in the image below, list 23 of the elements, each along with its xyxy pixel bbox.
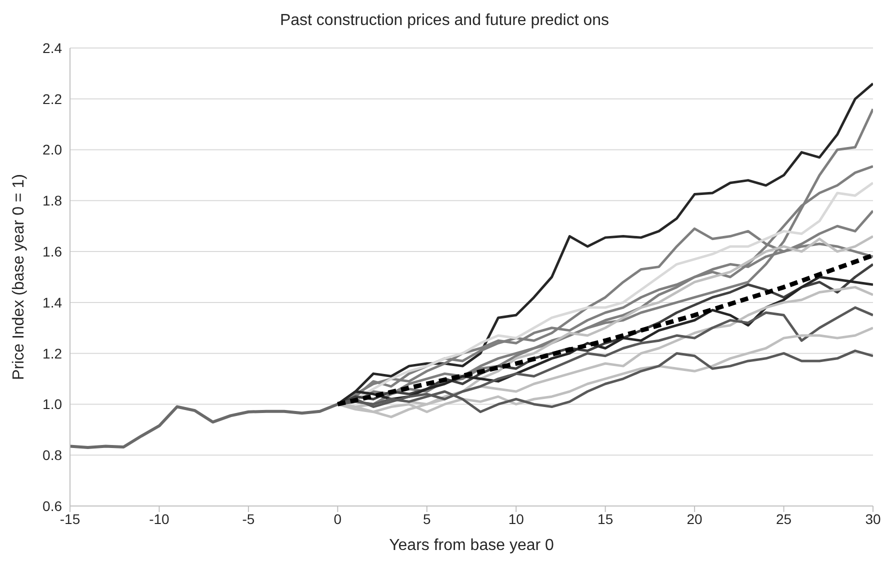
chart-title: Past construction prices and future predict ons [280,12,610,29]
x-tick-label: 0 [334,510,342,527]
y-axis-title: Price Index (base year 0 = 1) [10,174,28,380]
y-tick-label: 1.4 [42,294,62,310]
x-tick-label: 15 [598,510,614,527]
y-tick-label: 1.8 [42,192,62,209]
x-tick-label: -15 [60,510,80,527]
y-tick-label: 0.6 [42,498,62,514]
x-tick-label: 25 [776,510,792,527]
x-axis-title: Years from base year 0 [389,537,554,554]
y-tick-label: 1.0 [42,396,62,412]
x-tick-label: -10 [149,510,170,527]
x-tick-label: 20 [686,510,703,527]
x-tick-label: 5 [422,510,431,527]
y-tick-label: 0.8 [42,447,62,464]
y-tick-label: 2.4 [42,40,62,56]
y-tick-label: 1.6 [42,244,62,260]
y-tick-label: 2.0 [42,142,62,158]
y-tick-label: 1.2 [42,345,62,362]
x-tick-label: 30 [865,510,881,527]
y-tick-label: 2.2 [42,90,62,107]
x-tick-label: -5 [242,510,255,527]
x-tick-label: 10 [508,510,524,527]
